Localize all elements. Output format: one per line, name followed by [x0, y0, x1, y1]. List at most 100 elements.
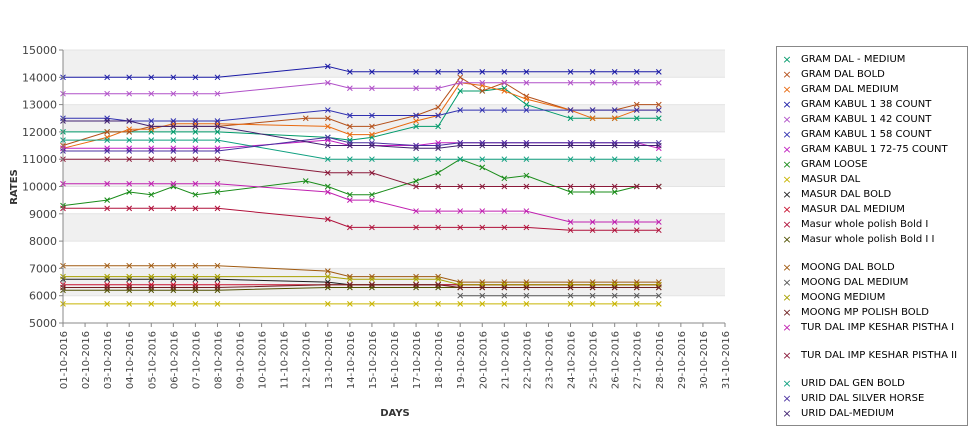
data-point	[104, 90, 110, 97]
data-point	[479, 208, 486, 214]
data-point	[192, 284, 199, 291]
data-point	[611, 227, 618, 234]
data-point	[523, 142, 530, 149]
chart-legend: × GRAM DAL - MEDIUM × GRAM DAL BOLD × GRAM DA…	[776, 46, 968, 426]
data-point	[324, 216, 331, 223]
series-19	[60, 137, 662, 163]
data-point	[589, 284, 596, 291]
data-point	[523, 172, 530, 179]
data-point	[611, 189, 618, 195]
series-5	[60, 107, 662, 124]
legend-label: URID DAL-MEDIUM	[801, 408, 895, 419]
data-point	[369, 68, 375, 75]
data-point	[192, 123, 199, 130]
legend-marker: ×	[782, 407, 792, 420]
legend-label: MOONG DAL MEDIUM	[801, 277, 909, 288]
series-16	[60, 281, 662, 291]
data-point	[435, 169, 441, 176]
x-tick-label: 14-10-2016	[346, 331, 357, 389]
data-point	[192, 129, 199, 135]
data-point	[170, 74, 177, 81]
data-point	[457, 183, 464, 190]
legend-label: MOONG MP POLISH BOLD	[801, 307, 929, 318]
data-point	[369, 142, 375, 149]
data-point	[302, 178, 309, 184]
data-point	[170, 90, 177, 97]
data-point	[324, 169, 331, 176]
data-point	[611, 284, 618, 291]
x-tick-label: 07-10-2016	[191, 331, 202, 389]
data-point	[148, 262, 155, 269]
data-point	[126, 189, 133, 195]
y-tick-label: 8000	[29, 235, 57, 248]
data-point	[148, 148, 155, 154]
series-14	[457, 292, 662, 299]
data-point	[567, 115, 574, 122]
data-point	[633, 115, 640, 122]
data-point	[567, 227, 574, 234]
data-point	[214, 284, 221, 291]
data-point	[655, 142, 662, 149]
data-point	[479, 292, 486, 299]
data-point	[457, 68, 464, 75]
data-point	[633, 227, 640, 234]
data-point	[589, 115, 596, 122]
data-point	[192, 156, 199, 163]
data-point	[457, 107, 464, 113]
data-point	[523, 183, 530, 190]
series-13	[60, 262, 662, 285]
x-tick-label: 21-10-2016	[500, 331, 511, 389]
data-point	[369, 169, 375, 176]
data-point	[523, 79, 530, 86]
y-tick-label: 5000	[29, 317, 57, 330]
data-point	[589, 189, 596, 195]
legend-label: GRAM KABUL 1 72-75 COUNT	[801, 144, 948, 155]
data-point	[589, 301, 596, 307]
data-point	[523, 224, 530, 231]
data-point	[192, 180, 199, 187]
series-11	[60, 205, 662, 234]
legend-marker: ×	[782, 188, 792, 201]
data-point	[192, 205, 199, 212]
data-point	[324, 63, 331, 70]
legend-marker: ×	[782, 349, 792, 362]
x-tick-label: 08-10-2016	[213, 331, 224, 389]
data-point	[324, 107, 331, 113]
data-point	[347, 112, 353, 119]
legend-label: MASUR DAL	[801, 174, 861, 185]
data-point	[567, 292, 574, 299]
data-point	[435, 301, 441, 307]
series-8	[60, 301, 662, 307]
data-point	[324, 156, 331, 163]
data-point	[633, 101, 640, 108]
data-point	[611, 68, 618, 75]
data-point	[611, 115, 618, 122]
data-point	[126, 90, 133, 97]
data-point	[413, 281, 419, 288]
legend-marker: ×	[782, 392, 792, 405]
data-point	[611, 107, 618, 113]
y-tick-label: 14000	[22, 71, 57, 84]
x-tick-label: 09-10-2016	[236, 331, 247, 389]
data-point	[104, 273, 110, 280]
data-point	[347, 224, 353, 231]
legend-label: URID DAL GEN BOLD	[801, 378, 905, 389]
data-point	[148, 205, 155, 212]
data-point	[104, 205, 110, 212]
legend-marker: ×	[782, 306, 792, 319]
data-point	[611, 219, 618, 225]
legend-label: GRAM KABUL 1 58 COUNT	[801, 129, 932, 140]
data-point	[435, 276, 441, 283]
data-point	[567, 107, 574, 113]
legend-label: Masur whole polish Bold I I	[801, 234, 935, 245]
data-point	[126, 156, 133, 163]
data-point	[589, 142, 596, 149]
data-point	[479, 224, 486, 231]
legend-marker: ×	[782, 321, 792, 334]
data-point	[126, 284, 133, 291]
y-tick-label: 9000	[29, 208, 57, 221]
data-point	[214, 273, 221, 280]
data-point	[633, 107, 640, 113]
legend-label: MASUR DAL BOLD	[801, 189, 892, 200]
